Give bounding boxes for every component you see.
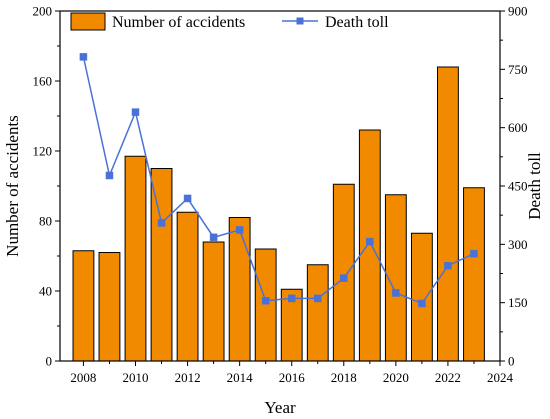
y-tick-label-40: 40 <box>39 284 52 299</box>
death-toll-point-2019 <box>366 237 374 246</box>
accident-bar-2011 <box>150 168 173 362</box>
death-toll-point-2008 <box>79 53 88 61</box>
y2-tick-label-450: 450 <box>508 179 528 194</box>
x-tick-label-2008: 2008 <box>70 370 96 385</box>
legend-line-label: Death toll <box>325 14 389 31</box>
accident-bar-2021 <box>410 232 433 362</box>
y2-tick-label-0: 0 <box>508 354 515 369</box>
x-tick-label-2016: 2016 <box>279 370 306 385</box>
y2-tick-label-300: 300 <box>508 237 528 252</box>
y-tick-label-80: 80 <box>39 214 52 229</box>
accident-bar-2013 <box>202 241 225 362</box>
death-toll-point-2010 <box>131 108 140 116</box>
y-tick-label-0: 0 <box>46 354 53 369</box>
y-axis-title: Number of accidents <box>3 115 22 257</box>
bars-layer <box>72 66 485 362</box>
x-tick-label-2010: 2010 <box>123 370 149 385</box>
x-tick-label-2024: 2024 <box>487 370 514 385</box>
y2-tick-label-600: 600 <box>508 120 528 135</box>
accident-bar-2009 <box>98 252 121 362</box>
death-toll-point-2018 <box>340 274 348 282</box>
death-toll-point-2009 <box>105 171 114 180</box>
y2-axis-title: Death toll <box>525 152 544 220</box>
death-toll-point-2013 <box>209 233 218 242</box>
x-tick-label-2014: 2014 <box>227 370 254 385</box>
x-tick-label-2022: 2022 <box>435 370 461 385</box>
legend-line-marker <box>296 17 304 25</box>
legend-bar-swatch <box>70 12 106 31</box>
death-toll-point-2017 <box>314 294 322 303</box>
accident-bar-2015 <box>254 248 277 362</box>
death-toll-point-2012 <box>183 194 192 203</box>
accident-bar-2012 <box>176 211 199 362</box>
accident-bar-2023 <box>463 187 485 362</box>
x-tick-label-2020: 2020 <box>383 370 409 385</box>
death-toll-point-2011 <box>157 219 166 227</box>
accident-bar-2008 <box>72 250 95 362</box>
legend: Number of accidents Death toll <box>70 12 389 31</box>
death-toll-point-2023 <box>470 249 478 258</box>
y2-tick-label-750: 750 <box>508 62 528 77</box>
accident-bar-2017 <box>306 264 329 362</box>
death-toll-point-2022 <box>444 261 452 270</box>
death-toll-line <box>82 56 475 305</box>
legend-bar-label: Number of accidents <box>112 14 245 31</box>
death-toll-point-2014 <box>235 226 244 234</box>
y2-tick-label-900: 900 <box>508 4 528 19</box>
death-toll-point-2021 <box>418 299 426 308</box>
y2-tick-label-150: 150 <box>508 295 528 310</box>
death-toll-point-2016 <box>287 294 296 303</box>
y-tick-label-200: 200 <box>33 4 53 19</box>
accident-bar-2014 <box>228 217 251 362</box>
death-toll-point-2020 <box>392 289 400 297</box>
accident-bar-2018 <box>332 183 355 362</box>
y-tick-label-160: 160 <box>33 74 53 89</box>
accident-bar-2019 <box>358 129 381 362</box>
x-tick-label-2018: 2018 <box>331 370 357 385</box>
y-tick-label-120: 120 <box>33 144 53 159</box>
x-axis-title: Year <box>264 398 296 417</box>
accident-bar-2010 <box>124 155 147 362</box>
death-toll-point-2015 <box>261 296 270 305</box>
axes-layer: 0 40 80 120 160 200 0 150 300 450 600 750 900 2008 201… <box>33 4 528 386</box>
x-tick-label-2012: 2012 <box>175 370 201 385</box>
accident-bar-2022 <box>437 66 459 362</box>
death-toll-line-layer <box>79 53 478 308</box>
